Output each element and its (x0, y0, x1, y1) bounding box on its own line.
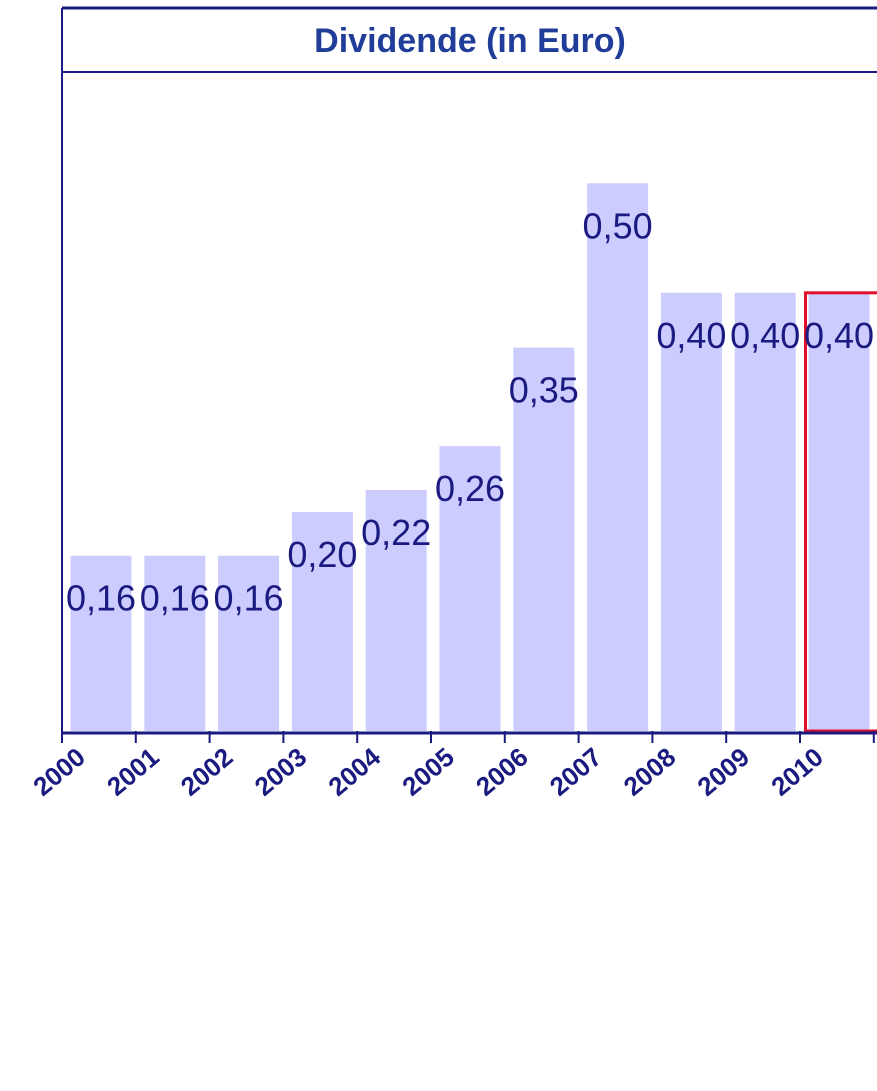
data-label-2000: 0,16 (66, 578, 136, 619)
bar-2003 (291, 511, 353, 731)
bar-2002 (218, 555, 280, 731)
x-tick-label-2002: 2002 (175, 742, 239, 802)
bar-2004 (365, 490, 427, 731)
data-label-2006: 0,35 (509, 370, 579, 411)
x-tick-label-2007: 2007 (544, 742, 608, 802)
bar-2010 (808, 292, 870, 731)
bar-2008 (660, 292, 722, 731)
x-axis (61, 731, 877, 743)
bar-2001 (144, 555, 206, 731)
x-tick-label-2001: 2001 (101, 742, 165, 802)
data-label-2005: 0,26 (435, 468, 505, 509)
x-tick-labels-group: 2000 2001 2002 2003 2004 2005 2006 2007 2008 2009… (27, 741, 829, 802)
x-tick-label-2005: 2005 (396, 742, 460, 802)
bar-2009 (734, 292, 796, 731)
chart-title: Dividende (in Euro) (314, 22, 626, 60)
x-tick-label-2010: 2010 (765, 742, 829, 802)
x-tick-label-2000: 2000 (27, 742, 91, 802)
bar-2005 (439, 446, 501, 731)
data-label-2001: 0,16 (140, 578, 210, 619)
x-tick-label-2004: 2004 (322, 741, 386, 802)
bar-2006 (513, 347, 575, 731)
data-label-2008: 0,40 (656, 315, 726, 356)
highlight-box-2010 (804, 291, 877, 733)
data-label-2003: 0,20 (287, 534, 357, 575)
x-tick-label-2006: 2006 (470, 742, 534, 802)
data-label-2009: 0,40 (730, 315, 800, 356)
x-tick-label-2008: 2008 (618, 742, 682, 802)
data-label-2007: 0,50 (583, 205, 653, 246)
data-labels-group: 0,16 0,16 0,160,200,220,260,350,500,40 0,40… (66, 205, 874, 618)
bars-group (70, 183, 877, 733)
bar-2007 (587, 183, 649, 732)
x-tick-label-2009: 2009 (691, 742, 755, 802)
data-label-2004: 0,22 (361, 512, 431, 553)
data-label-2010: 0,40 (804, 315, 874, 356)
data-label-2002: 0,16 (214, 578, 284, 619)
bar-2000 (70, 555, 132, 731)
x-tick-label-2003: 2003 (249, 742, 313, 802)
plot-frame (61, 6, 877, 733)
